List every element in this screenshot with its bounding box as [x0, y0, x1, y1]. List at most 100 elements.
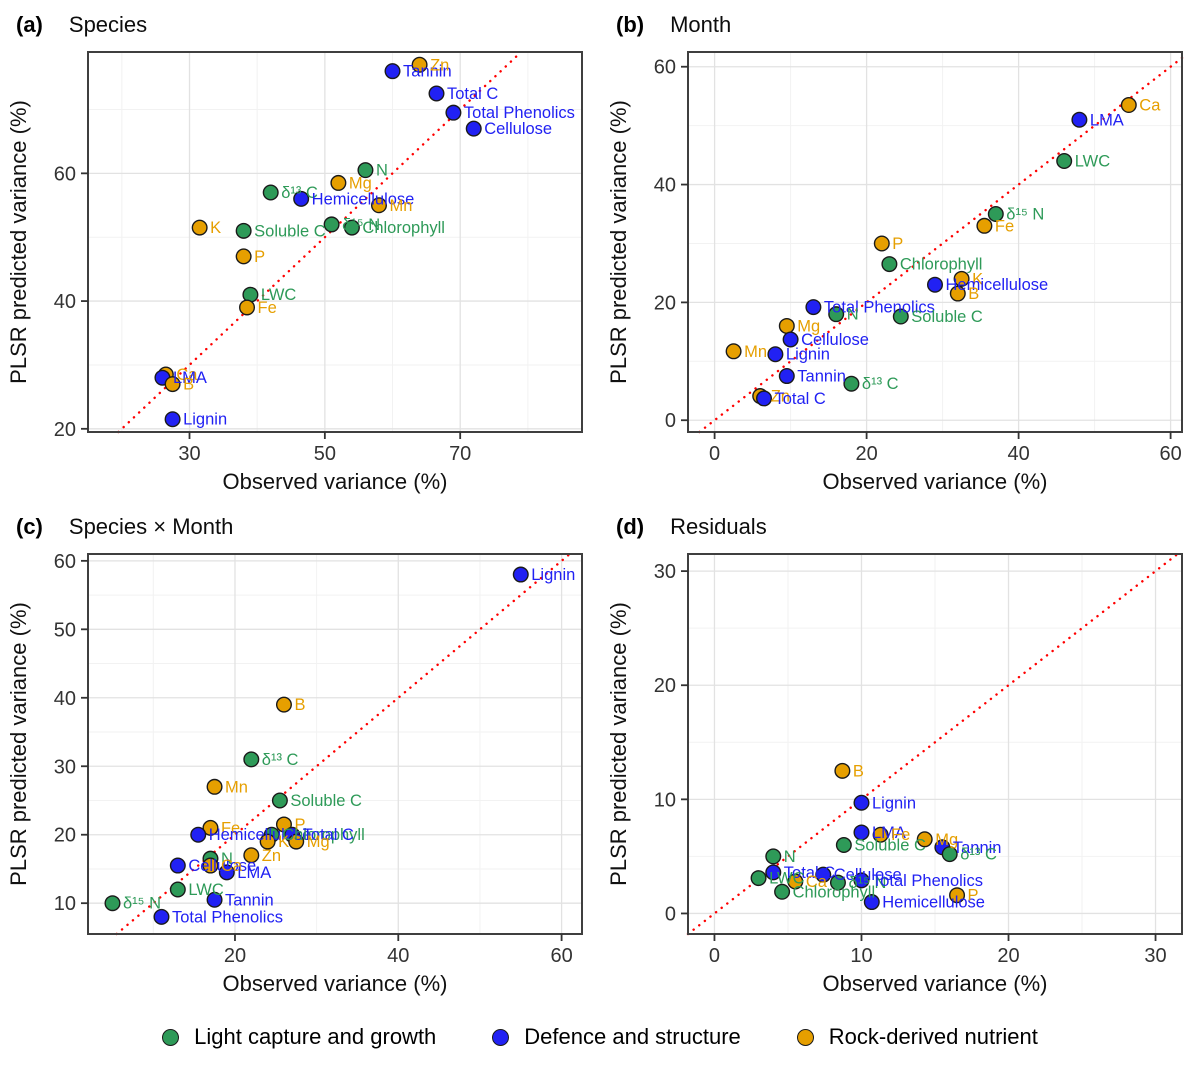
- x-axis-title: Observed variance (%): [823, 971, 1048, 996]
- gridlines-minor: [688, 554, 1182, 934]
- data-point: [243, 751, 260, 768]
- panel-tag-d: (d): [616, 514, 645, 539]
- y-tick-label: 60: [54, 551, 76, 573]
- panel-title-c: Species × Month: [68, 514, 234, 539]
- data-point: [829, 874, 846, 891]
- point-label: Ca: [221, 857, 243, 875]
- x-tick-label: 40: [387, 945, 409, 967]
- axes: 0 10 20 30 0 10 20 30: [654, 561, 1167, 967]
- point-label: B: [853, 762, 864, 780]
- y-tick-label: 30: [54, 756, 76, 778]
- point-label: Lignin: [872, 794, 916, 812]
- data-point: [976, 217, 993, 234]
- x-axis-title: Observed variance (%): [223, 469, 448, 494]
- data-point: [778, 317, 795, 334]
- point-label: Tannin: [797, 368, 846, 386]
- point-label: Hemicellulose: [882, 894, 985, 912]
- gridlines-minor: [88, 52, 582, 432]
- data-point: [927, 276, 944, 293]
- point-label: B: [183, 376, 194, 394]
- point-label: Fe: [891, 826, 910, 844]
- data-point: [411, 56, 428, 73]
- y-tick-label: 40: [654, 175, 676, 197]
- point-label: Total C: [784, 864, 835, 882]
- point-label: Fe: [221, 819, 240, 837]
- data-point: [243, 847, 260, 864]
- data-point: [218, 864, 235, 881]
- legend-item-light-capture: Light capture and growth: [162, 1024, 436, 1050]
- data-point: [987, 206, 1004, 223]
- data-point: [765, 864, 782, 881]
- data-points: [154, 56, 482, 428]
- panel-header-b: (b) Month: [600, 4, 1200, 46]
- y-tick-label: 10: [54, 893, 76, 915]
- data-point: [834, 762, 851, 779]
- data-point: [343, 219, 360, 236]
- point-label: LWC: [1075, 152, 1111, 170]
- data-point: [787, 873, 804, 890]
- point-label: Ca: [176, 366, 198, 384]
- x-tick-label: 0: [709, 945, 720, 967]
- scatter-plot-month: Ca LMA LWC δ¹⁵ N Fe P Chlorophyll K Hemicellulos…: [600, 46, 1200, 506]
- point-label: LMA: [237, 864, 271, 882]
- gridlines-minor: [688, 52, 1182, 432]
- data-point: [949, 887, 966, 904]
- gridlines-major: [88, 52, 582, 432]
- gridlines-major: [688, 554, 1182, 934]
- point-label: Tannin: [953, 839, 1002, 857]
- point-label: Mn: [225, 778, 248, 796]
- y-tick-label: 20: [654, 292, 676, 314]
- data-point: [853, 794, 870, 811]
- data-points: [725, 97, 1137, 407]
- point-label: Cellulose: [834, 866, 902, 884]
- point-label: Zn: [430, 56, 449, 74]
- data-point: [357, 162, 374, 179]
- gridlines-major: [688, 52, 1182, 432]
- data-point: [1071, 111, 1088, 128]
- plsr-variance-figure: (a) Species Tannin Zn Total C Total Phenoli…: [0, 4, 1200, 1008]
- panel-tag-c: (c): [16, 514, 43, 539]
- data-point: [330, 174, 347, 191]
- x-tick-label: 60: [1159, 443, 1181, 465]
- panel-month: (b) Month Ca LMA LWC δ¹⁵ N Fe P Chlorophyll K He…: [600, 4, 1200, 506]
- point-label: Mg: [349, 174, 372, 192]
- point-label: LWC: [769, 870, 805, 888]
- point-label: K: [278, 833, 289, 851]
- data-point: [815, 866, 832, 883]
- data-point: [293, 190, 310, 207]
- y-tick-label: 20: [654, 675, 676, 697]
- data-point: [892, 308, 909, 325]
- point-label: Total C: [775, 390, 826, 408]
- x-tick-label: 40: [1007, 443, 1029, 465]
- panel-tag-b: (b): [616, 12, 645, 37]
- data-point: [465, 120, 482, 137]
- panel-species: (a) Species Tannin Zn Total C Total Phenoli…: [0, 4, 600, 506]
- x-axis-title: Observed variance (%): [223, 971, 448, 996]
- point-label: δ¹³ C: [262, 751, 299, 769]
- point-label: δ¹⁵ N: [123, 895, 161, 913]
- data-point: [169, 857, 186, 874]
- scatter-plot-species: Tannin Zn Total C Total Phenolics Cellulose N…: [0, 46, 600, 506]
- data-point: [164, 411, 181, 428]
- data-point: [835, 836, 852, 853]
- y-axis-title: PLSR predicted variance (%): [606, 100, 631, 384]
- point-label: Total Phenolics: [464, 104, 575, 122]
- data-point: [863, 894, 880, 911]
- panel-title-d: Residuals: [670, 514, 767, 539]
- point-label: Zn: [262, 847, 281, 865]
- data-point: [235, 248, 252, 265]
- y-tick-label: 60: [54, 163, 76, 185]
- point-label: P: [968, 887, 979, 905]
- identity-line: [115, 552, 571, 936]
- legend-label-light-capture: Light capture and growth: [194, 1024, 437, 1049]
- panel-residuals: (d) Residuals B Lignin LMA Fe Soluble C Mg Tan…: [600, 506, 1200, 1008]
- data-point: [169, 881, 186, 898]
- point-label: Lignin: [531, 566, 575, 584]
- panel-border: [87, 51, 583, 433]
- point-label: Ca: [806, 873, 828, 891]
- data-point: [206, 778, 223, 795]
- legend-dot-green: [162, 1028, 180, 1046]
